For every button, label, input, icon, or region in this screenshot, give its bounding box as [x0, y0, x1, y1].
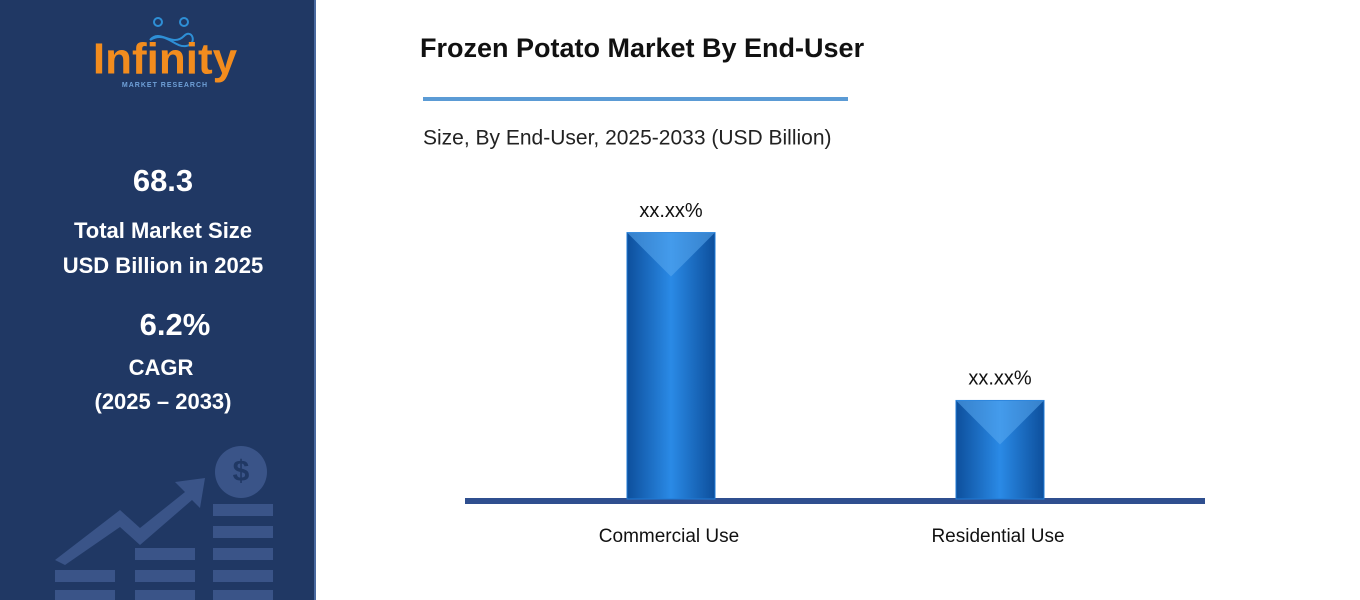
market-size-label: Total Market Size: [74, 218, 252, 243]
market-size: 68.3: [133, 163, 193, 198]
logo: Infinity: [93, 35, 238, 84]
bar: [626, 232, 716, 500]
x-tick-label: Commercial Use: [599, 526, 739, 547]
x-tick-label: Residential Use: [931, 526, 1064, 547]
chart-title: Frozen Potato Market By End-User: [420, 33, 865, 63]
dollar-sign: $: [233, 455, 250, 488]
baseline: [465, 498, 1205, 504]
logo-tagline: MARKET RESEARCH: [122, 82, 208, 89]
cagr-label: CAGR: [129, 355, 194, 380]
bar-bevel: [627, 232, 715, 277]
value-label: xx.xx%: [968, 368, 1032, 390]
cagr: 6.2%: [140, 307, 211, 342]
growth-icon: [55, 446, 273, 600]
title-underline: [423, 97, 848, 101]
bar-bevel: [956, 400, 1044, 445]
cagr-period: (2025 – 2033): [95, 389, 232, 414]
sidebar: [0, 0, 315, 600]
market-size-label: USD Billion in 2025: [63, 253, 264, 278]
chart-subtitle: Size, By End-User, 2025-2033 (USD Billio…: [423, 127, 832, 150]
value-label: xx.xx%: [639, 200, 703, 222]
sidebar-edge: [314, 0, 316, 600]
logo-icon: [149, 17, 194, 48]
